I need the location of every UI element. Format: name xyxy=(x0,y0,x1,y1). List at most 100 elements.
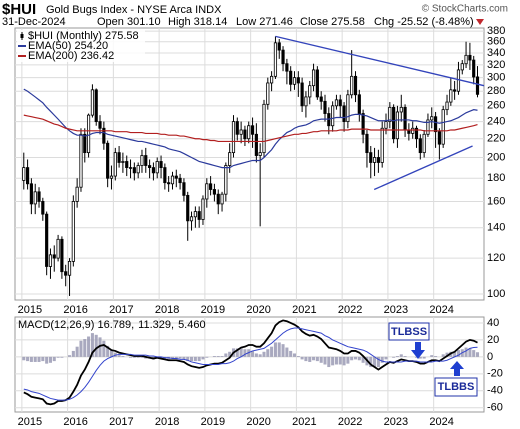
histogram-bar xyxy=(281,344,285,357)
macd-line xyxy=(23,327,478,401)
candle-body xyxy=(372,157,377,163)
histogram-bar xyxy=(243,349,247,357)
legend-background xyxy=(17,30,145,62)
candle-body xyxy=(250,125,255,135)
candle-body xyxy=(403,106,407,131)
x-tick-label: 2015 xyxy=(18,416,42,428)
histogram-bar xyxy=(251,350,255,357)
candle-body xyxy=(296,77,300,84)
candle-body xyxy=(159,161,163,168)
histogram-bar xyxy=(60,356,64,358)
histogram-bar xyxy=(300,356,304,360)
candle-body xyxy=(464,54,468,65)
histogram-bar xyxy=(121,356,125,357)
candle-body xyxy=(369,152,373,163)
x-tick-label: 2019 xyxy=(201,416,225,428)
candle-body xyxy=(353,75,358,96)
candle-body xyxy=(151,167,155,174)
legend-label: 5.460 xyxy=(178,319,206,331)
y-tick-label: 320 xyxy=(487,59,505,71)
y-tick-label: 220 xyxy=(487,133,505,145)
histogram-bar xyxy=(395,356,399,357)
candle-body xyxy=(83,133,87,154)
panel-frame xyxy=(14,27,485,301)
candle-body xyxy=(201,198,205,220)
y-tick-label: 160 xyxy=(487,195,505,207)
candle-body xyxy=(304,96,308,107)
histogram-bar xyxy=(193,356,197,362)
histogram-bar xyxy=(312,356,316,361)
histogram-bar xyxy=(170,356,175,359)
candle-body xyxy=(426,119,430,135)
candle-body xyxy=(155,161,159,174)
histogram-bar xyxy=(296,356,300,357)
histogram-bar xyxy=(289,350,293,357)
candle-body xyxy=(144,155,148,166)
histogram-bar xyxy=(418,356,422,359)
candle-body xyxy=(323,100,327,114)
candle-body xyxy=(319,96,323,102)
x-tick-label: 2023 xyxy=(384,304,408,316)
legend-label: 11.329, xyxy=(138,319,174,331)
candle-body xyxy=(281,49,285,65)
candle-body xyxy=(136,165,140,174)
y-tick-label: -20 xyxy=(487,368,503,380)
arrow-down xyxy=(411,342,425,359)
ema-line xyxy=(23,88,478,169)
y-tick-label: 180 xyxy=(487,172,505,184)
candle-body xyxy=(79,133,83,188)
histogram-bar xyxy=(22,356,26,361)
candle-body xyxy=(132,167,136,174)
candle-body xyxy=(197,211,201,220)
candle-body xyxy=(346,94,350,122)
histogram-bar xyxy=(109,350,113,357)
histogram-bar xyxy=(197,356,201,362)
histogram-bar xyxy=(87,336,91,357)
candle-body xyxy=(273,42,278,77)
candle-body xyxy=(388,106,392,122)
candle-body xyxy=(45,213,49,267)
histogram-bar xyxy=(205,356,209,358)
candle-body xyxy=(292,77,297,85)
y-tick-label: 260 xyxy=(487,100,505,112)
histogram-bar xyxy=(37,356,41,362)
annotation-tlbbs: TLBBS xyxy=(434,361,478,397)
candle-body xyxy=(71,201,75,262)
plot-area: 2015 2016 2017 2018 2019 2020 2021 2022 2023 2024… xyxy=(14,25,505,428)
x-tick-label: 2018 xyxy=(155,416,179,428)
annotation-text: TLBSS xyxy=(391,326,427,338)
candle-body xyxy=(224,165,228,195)
candle-body xyxy=(434,116,438,133)
y-tick-label: 20 xyxy=(487,334,499,346)
y-tick-label: 360 xyxy=(487,36,505,48)
candle-body xyxy=(277,42,281,51)
histogram-bar xyxy=(83,339,87,357)
histogram-bar xyxy=(186,356,190,362)
histogram-bar xyxy=(327,356,331,368)
x-tick-label: 2018 xyxy=(155,304,179,316)
y-tick-label: 40 xyxy=(487,317,499,329)
candle-body xyxy=(376,157,380,163)
candle-body xyxy=(64,271,68,276)
candle-body xyxy=(117,152,121,163)
y-tick-label: 240 xyxy=(487,115,505,127)
histogram-bar xyxy=(445,352,449,357)
candle-body xyxy=(338,99,342,107)
histogram-bar xyxy=(342,356,346,366)
x-tick-label: 2016 xyxy=(63,304,87,316)
y-tick-label: 140 xyxy=(487,222,505,234)
candle-body xyxy=(56,238,60,259)
quote-low: Low 271.46 xyxy=(236,16,293,28)
histogram-bar xyxy=(380,356,384,363)
histogram-bar xyxy=(26,356,30,362)
annotation-tlbss: TLBSS xyxy=(388,322,430,359)
subtitle: Gold Bugs Index - NYSE Arca INDX xyxy=(46,4,222,16)
candle-body xyxy=(475,76,480,95)
quote-high: High 318.14 xyxy=(168,16,227,28)
trend-line xyxy=(275,35,485,87)
histogram-bar xyxy=(403,356,407,357)
candle-body xyxy=(86,114,91,154)
candle-body xyxy=(109,175,114,179)
candle-body xyxy=(113,152,117,177)
candle-body xyxy=(266,82,270,105)
